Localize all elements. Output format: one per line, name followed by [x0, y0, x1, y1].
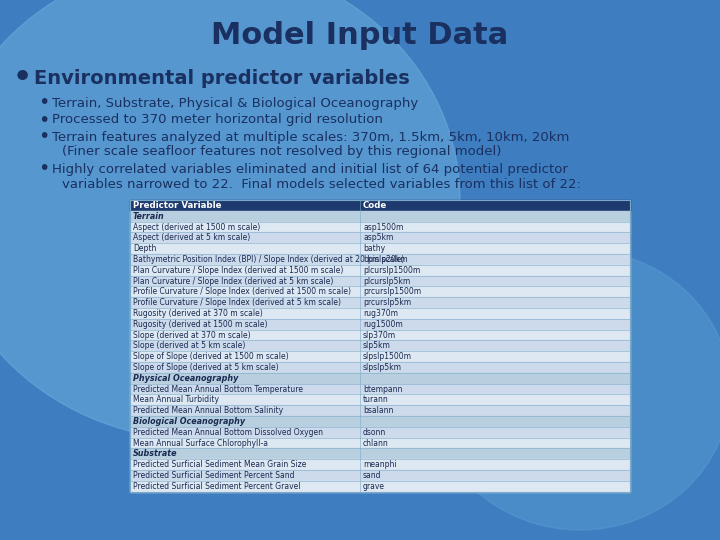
Text: asp1500m: asp1500m: [363, 222, 403, 232]
Bar: [130, 427, 630, 437]
Text: Mean Annual Turbidity: Mean Annual Turbidity: [133, 395, 219, 404]
Text: Slope of Slope (derived at 1500 m scale): Slope of Slope (derived at 1500 m scale): [133, 352, 289, 361]
Bar: [130, 459, 630, 470]
Text: Substrate: Substrate: [133, 449, 178, 458]
Text: rug1500m: rug1500m: [363, 320, 402, 329]
Bar: [130, 211, 630, 221]
Bar: [130, 470, 630, 481]
Bar: [130, 200, 630, 211]
Text: Depth: Depth: [133, 244, 156, 253]
Text: Biological Oceanography: Biological Oceanography: [133, 417, 245, 426]
Text: Rugosity (derived at 370 m scale): Rugosity (derived at 370 m scale): [133, 309, 263, 318]
Text: Predicted Mean Annual Bottom Temperature: Predicted Mean Annual Bottom Temperature: [133, 384, 303, 394]
Text: Processed to 370 meter horizontal grid resolution: Processed to 370 meter horizontal grid r…: [52, 113, 383, 126]
Text: Slope (derived at 370 m scale): Slope (derived at 370 m scale): [133, 330, 251, 340]
Text: asp5km: asp5km: [363, 233, 393, 242]
Bar: [130, 200, 630, 491]
Text: Profile Curvature / Slope Index (derived at 5 km scale): Profile Curvature / Slope Index (derived…: [133, 298, 341, 307]
Text: Terrain, Substrate, Physical & Biological Oceanography: Terrain, Substrate, Physical & Biologica…: [52, 97, 418, 110]
Text: Plan Curvature / Slope Index (derived at 5 km scale): Plan Curvature / Slope Index (derived at…: [133, 276, 333, 286]
Text: prcurslp5km: prcurslp5km: [363, 298, 411, 307]
Text: Highly correlated variables eliminated and initial list of 64 potential predicto: Highly correlated variables eliminated a…: [52, 163, 568, 176]
Bar: [130, 481, 630, 491]
Text: Rugosity (derived at 1500 m scale): Rugosity (derived at 1500 m scale): [133, 320, 268, 329]
Text: Bathymetric Position Index (BPI) / Slope Index (derived at 20 km scale): Bathymetric Position Index (BPI) / Slope…: [133, 255, 404, 264]
Text: bsalann: bsalann: [363, 406, 393, 415]
Text: •: •: [38, 93, 50, 112]
Text: •: •: [38, 127, 50, 146]
Bar: [130, 351, 630, 362]
Text: variables narrowed to 22.  Final models selected variables from this list of 22:: variables narrowed to 22. Final models s…: [62, 178, 581, 191]
Text: •: •: [12, 61, 32, 95]
Text: Terrain: Terrain: [133, 212, 165, 221]
Bar: [130, 448, 630, 459]
Text: meanphi: meanphi: [363, 460, 397, 469]
Bar: [130, 394, 630, 405]
Text: Profile Curvature / Slope Index (derived at 1500 m scale): Profile Curvature / Slope Index (derived…: [133, 287, 351, 296]
Text: rug370m: rug370m: [363, 309, 398, 318]
Ellipse shape: [0, 0, 460, 440]
Text: Terrain features analyzed at multiple scales: 370m, 1.5km, 5km, 10km, 20km: Terrain features analyzed at multiple sc…: [52, 131, 570, 144]
Bar: [130, 437, 630, 448]
Text: dsonn: dsonn: [363, 428, 386, 437]
Text: Predictor Variable: Predictor Variable: [133, 201, 222, 210]
Text: slpslp1500m: slpslp1500m: [363, 352, 412, 361]
Text: Aspect (derived at 5 km scale): Aspect (derived at 5 km scale): [133, 233, 251, 242]
Ellipse shape: [430, 250, 720, 530]
Text: chlann: chlann: [363, 438, 389, 448]
Bar: [130, 329, 630, 340]
Bar: [130, 232, 630, 243]
Text: •: •: [38, 159, 50, 179]
Text: Slope (derived at 5 km scale): Slope (derived at 5 km scale): [133, 341, 246, 350]
Bar: [130, 416, 630, 427]
Bar: [130, 221, 630, 232]
Text: Environmental predictor variables: Environmental predictor variables: [34, 69, 410, 87]
Text: grave: grave: [363, 482, 385, 491]
Text: plcurslp5km: plcurslp5km: [363, 276, 410, 286]
Text: Code: Code: [363, 201, 387, 210]
Text: plcurslp1500m: plcurslp1500m: [363, 266, 420, 275]
Bar: [130, 297, 630, 308]
Text: Predicted Mean Annual Bottom Salinity: Predicted Mean Annual Bottom Salinity: [133, 406, 283, 415]
Bar: [130, 362, 630, 373]
Text: Aspect (derived at 1500 m scale): Aspect (derived at 1500 m scale): [133, 222, 260, 232]
Text: slp370m: slp370m: [363, 330, 396, 340]
Bar: [130, 405, 630, 416]
Bar: [130, 275, 630, 286]
Text: slp5km: slp5km: [363, 341, 391, 350]
Text: Model Input Data: Model Input Data: [212, 21, 508, 50]
Text: prcurslp1500m: prcurslp1500m: [363, 287, 421, 296]
Bar: [130, 254, 630, 265]
Bar: [130, 286, 630, 297]
Bar: [130, 243, 630, 254]
Bar: [130, 383, 630, 394]
Text: bpislp20km: bpislp20km: [363, 255, 408, 264]
Text: turann: turann: [363, 395, 389, 404]
Text: (Finer scale seafloor features not resolved by this regional model): (Finer scale seafloor features not resol…: [62, 145, 501, 159]
Text: Predicted Surficial Sediment Percent Sand: Predicted Surficial Sediment Percent San…: [133, 471, 294, 480]
Bar: [130, 319, 630, 329]
Bar: [130, 308, 630, 319]
Text: btempann: btempann: [363, 384, 402, 394]
Text: Predicted Surficial Sediment Mean Grain Size: Predicted Surficial Sediment Mean Grain …: [133, 460, 307, 469]
Bar: [130, 340, 630, 351]
Text: slpslp5km: slpslp5km: [363, 363, 402, 372]
Bar: [130, 373, 630, 383]
Text: Plan Curvature / Slope Index (derived at 1500 m scale): Plan Curvature / Slope Index (derived at…: [133, 266, 343, 275]
Text: sand: sand: [363, 471, 382, 480]
Text: bathy: bathy: [363, 244, 385, 253]
Text: Slope of Slope (derived at 5 km scale): Slope of Slope (derived at 5 km scale): [133, 363, 279, 372]
Text: Mean Annual Surface Chlorophyll-a: Mean Annual Surface Chlorophyll-a: [133, 438, 268, 448]
Bar: [130, 265, 630, 275]
Text: •: •: [38, 111, 50, 130]
Text: Physical Oceanography: Physical Oceanography: [133, 374, 238, 383]
Text: Predicted Mean Annual Bottom Dissolved Oxygen: Predicted Mean Annual Bottom Dissolved O…: [133, 428, 323, 437]
Text: Predicted Surficial Sediment Percent Gravel: Predicted Surficial Sediment Percent Gra…: [133, 482, 300, 491]
